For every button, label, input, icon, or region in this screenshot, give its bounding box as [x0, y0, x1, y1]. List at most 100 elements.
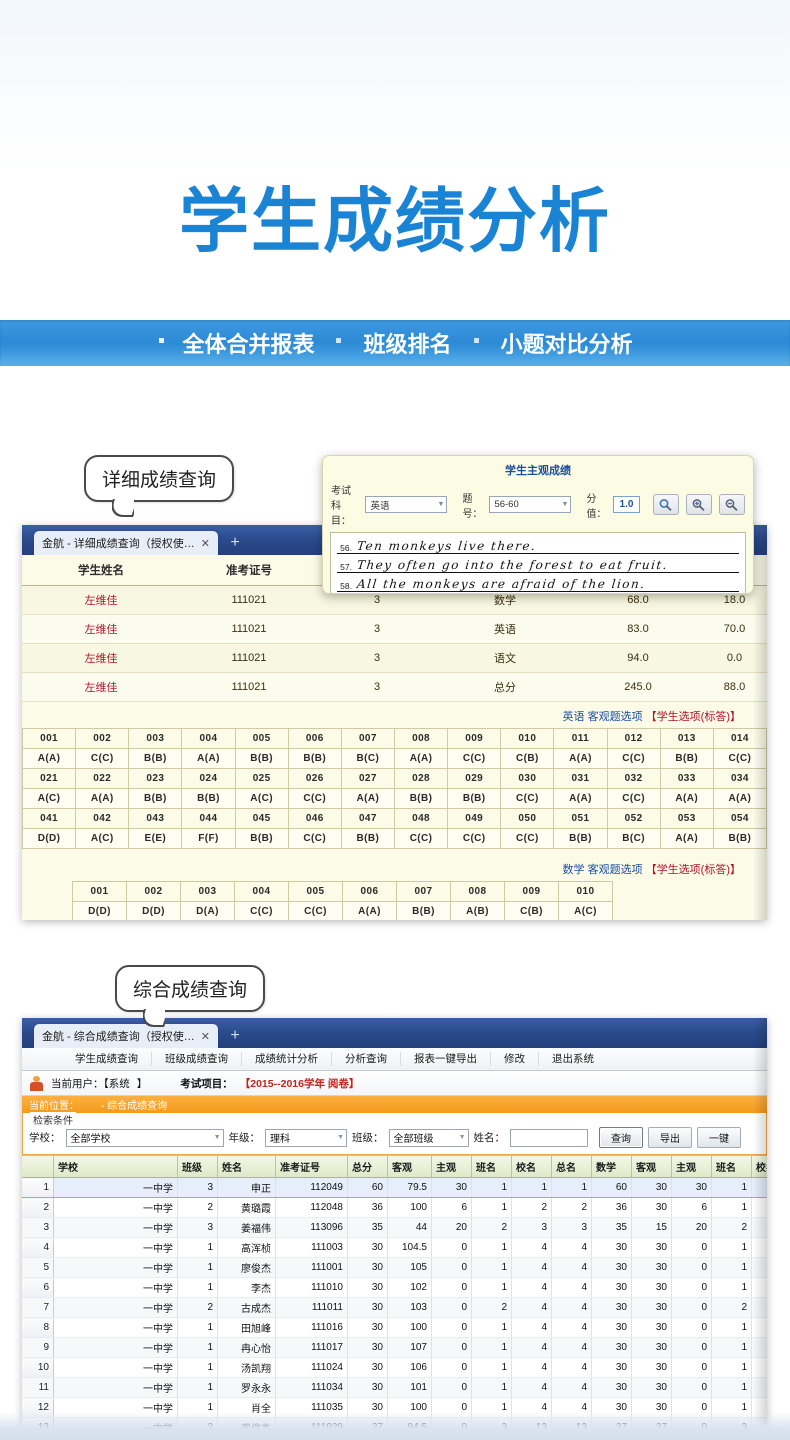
grid-cell: 1 [471, 1177, 512, 1198]
grid-col-总分[interactable]: 总分 [347, 1156, 388, 1178]
menu-item-3[interactable]: 分析查询 [332, 1052, 401, 1066]
grid-cell: 冉心怡 [217, 1337, 276, 1358]
menu-item-1[interactable]: 班级成绩查询 [152, 1052, 242, 1066]
answer-correct-cell: B(B) [181, 788, 236, 809]
window-edge-shadow [753, 1018, 767, 1438]
qno-select[interactable]: 56-60 ▼ [489, 496, 572, 513]
table-row[interactable]: 5一中学1廖俊杰111001301050144303001440 [22, 1257, 767, 1278]
close-icon[interactable]: ✕ [200, 1030, 210, 1043]
score-value-label: 分值： [586, 493, 607, 520]
table-row[interactable]: 2一中学2黄璐霞112048361006122363061220 [22, 1197, 767, 1218]
name-input[interactable] [510, 1128, 588, 1147]
table-row[interactable]: 6一中学1李杰111010301020144303001440 [22, 1277, 767, 1298]
grid-cell: 30 [431, 1177, 472, 1198]
math-objective-title: 数学 客观题选项 【学生选项(标答)】 [22, 849, 767, 881]
one-key-button[interactable]: 一键 [697, 1127, 741, 1148]
answer-row: D(D) A(C) E(E) F(F) B(B) C(C) B(B) C(C) C(C) C(C)… [22, 828, 767, 849]
answer-correct-cell: A(A) [393, 748, 449, 769]
grid-col-主观[interactable]: 主观 [671, 1156, 712, 1178]
answer-correct-cell: A(A) [181, 748, 236, 769]
table-row[interactable]: 9一中学1冉心怡111017301070144303001440 [22, 1337, 767, 1358]
grid-col-index[interactable] [22, 1156, 54, 1178]
results-grid-wrapper[interactable]: 学校班级姓名准考证号总分客观主观班名校名总名数学客观主观班名校名总名英语客1一中… [22, 1155, 767, 1438]
new-tab-icon[interactable]: + [230, 534, 240, 551]
zoom-out-button[interactable] [718, 494, 745, 515]
grid-cell: 4 [751, 1337, 767, 1358]
question-number-cell: 025 [234, 768, 289, 789]
grid-col-数学[interactable]: 数学 [591, 1156, 632, 1178]
table-row[interactable]: 3一中学3姜福伟1130963544202333515202330 [22, 1217, 767, 1238]
question-number-cell: 007 [340, 728, 395, 749]
qno-label: 题号： [462, 493, 483, 520]
subject-select[interactable]: 英语 ▼ [365, 496, 448, 513]
answer-correct-cell: E(E) [128, 828, 183, 849]
table-row[interactable]: 左维佳 111021 3 英语 83.0 70.0 [22, 614, 767, 644]
grid-col-姓名[interactable]: 姓名 [217, 1156, 276, 1178]
table-row[interactable]: 7一中学2古成杰111011301030244303002440 [22, 1297, 767, 1318]
question-number-cell: 001 [72, 881, 127, 902]
grade-select[interactable]: 理科 ▼ [265, 1128, 347, 1147]
close-icon[interactable]: ✕ [200, 537, 210, 550]
menu-item-2[interactable]: 成绩统计分析 [242, 1052, 332, 1066]
window-edge-shadow [753, 525, 767, 920]
grid-col-学校[interactable]: 学校 [53, 1156, 178, 1178]
score-value-input[interactable]: 1.0 [613, 496, 640, 513]
question-number-cell: 008 [393, 728, 449, 749]
table-row[interactable]: 左维佳 111021 3 语文 94.0 0.0 [22, 643, 767, 673]
row-index-cell: 10 [22, 1357, 54, 1378]
grid-cell: 4 [551, 1277, 592, 1298]
menu-item-4[interactable]: 报表一键导出 [401, 1052, 491, 1066]
results-grid: 学校班级姓名准考证号总分客观主观班名校名总名数学客观主观班名校名总名英语客1一中… [22, 1156, 767, 1438]
grid-col-班级[interactable]: 班级 [177, 1156, 218, 1178]
table-row[interactable]: 10一中学1汤凯翔111024301060144303001440 [22, 1357, 767, 1378]
school-select[interactable]: 全部学校 ▼ [65, 1128, 224, 1147]
grid-cell: 2 [471, 1217, 512, 1238]
comprehensive-body: 学生成绩查询 班级成绩查询 成绩统计分析 分析查询 报表一键导出 修改 退出系统 当前用户：… [22, 1048, 767, 1438]
handwriting-line: 59.The forest have a lion. [337, 593, 739, 594]
callout-tail [143, 1009, 165, 1027]
question-number-cell: 043 [128, 808, 183, 829]
grid-cell: 姜福伟 [217, 1217, 276, 1238]
grid-cell: 107 [387, 1337, 432, 1358]
answer-correct-cell: A(A) [553, 748, 608, 769]
grid-cell: 4 [751, 1237, 767, 1258]
menu-item-0[interactable]: 学生成绩查询 [62, 1052, 152, 1066]
grid-cell: 1 [177, 1317, 218, 1338]
grid-col-总名[interactable]: 总名 [551, 1156, 592, 1178]
grid-col-校名[interactable]: 校名 [751, 1156, 767, 1178]
table-row[interactable]: 8一中学1田旭峰111016301000144303001440 [22, 1317, 767, 1338]
grid-cell: 4 [511, 1257, 552, 1278]
question-number-cell: 042 [75, 808, 130, 829]
new-tab-icon[interactable]: + [230, 1027, 240, 1044]
export-button[interactable]: 导出 [648, 1127, 692, 1148]
grid-col-主观[interactable]: 主观 [431, 1156, 472, 1178]
browser-tab-comprehensive[interactable]: 金航 - 综合成绩查询（授权使… ✕ [34, 1024, 218, 1048]
grid-col-班名[interactable]: 班名 [471, 1156, 512, 1178]
grid-cell: 4 [751, 1257, 767, 1278]
menu-item-6[interactable]: 退出系统 [552, 1053, 594, 1065]
grid-col-班名[interactable]: 班名 [711, 1156, 752, 1178]
grid-col-客观[interactable]: 客观 [387, 1156, 432, 1178]
class-select[interactable]: 全部班级 ▼ [388, 1128, 469, 1147]
answer-wrong-cell: C(B) [500, 748, 555, 769]
answer-correct-cell: A(A) [712, 788, 767, 809]
math-objective-label: 数学 客观题选项 [562, 864, 643, 876]
search-icon-button[interactable] [652, 494, 679, 515]
question-number-row: 001 002 003 004 005 006 007 008 009 010 [72, 881, 613, 902]
zoom-in-button[interactable] [685, 494, 712, 515]
grid-col-校名[interactable]: 校名 [511, 1156, 552, 1178]
question-number-cell: 007 [396, 881, 451, 902]
answer-correct-cell: C(C) [287, 828, 342, 849]
table-row[interactable]: 11一中学1罗永永111034301010144303001440 [22, 1377, 767, 1398]
table-row[interactable]: 左维佳 111021 3 总分 245.0 88.0 [22, 672, 767, 702]
browser-tab-detail[interactable]: 金航 - 详细成绩查询（授权使… ✕ [34, 531, 218, 555]
grid-col-准考证号[interactable]: 准考证号 [275, 1156, 348, 1178]
question-number-row: 041 042 043 044 045 046 047 048 049 050 051 052 053 0… [22, 808, 767, 829]
search-button[interactable]: 查询 [599, 1127, 643, 1148]
menu-item-5[interactable]: 修改 [491, 1052, 539, 1066]
school-label: 学校： [29, 1132, 61, 1144]
row-index-cell: 2 [22, 1197, 54, 1218]
grid-col-客观[interactable]: 客观 [631, 1156, 672, 1178]
